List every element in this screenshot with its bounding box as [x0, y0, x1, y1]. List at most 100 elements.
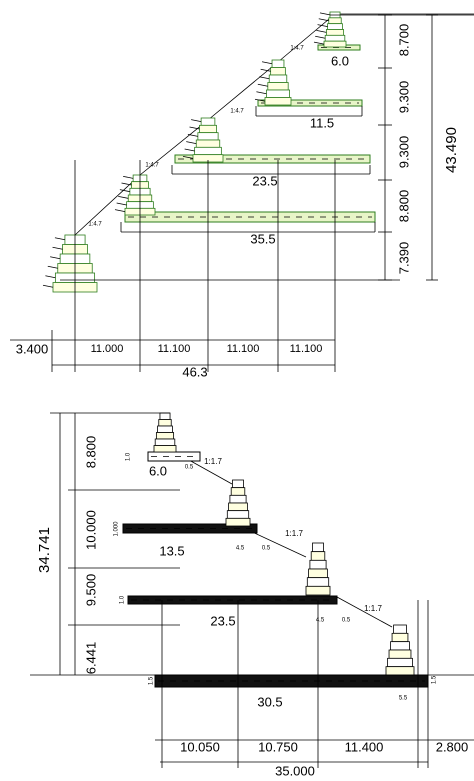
anchor [114, 209, 126, 213]
width-dim: 11.400 [345, 739, 384, 754]
wall-block [229, 494, 247, 504]
wall-block [309, 559, 327, 570]
small-label: 1.0 [120, 595, 126, 604]
width-dim: 3.400 [16, 341, 49, 356]
wall-block [264, 97, 292, 106]
anchor [119, 189, 130, 193]
total-height: 43.490 [443, 127, 460, 173]
anchor [118, 195, 129, 199]
wall-block [228, 502, 248, 512]
wall-block [197, 132, 219, 141]
wall-block [271, 59, 285, 68]
wall-block [328, 17, 342, 25]
slope-line [336, 596, 393, 628]
slope-label: 1:1.7 [364, 604, 382, 613]
small-label: 1.000 [114, 521, 120, 537]
anchor [191, 119, 202, 123]
platform-width: 11.5 [310, 115, 334, 130]
anchor [186, 141, 197, 145]
height-dim: 6.441 [83, 642, 98, 675]
platform-width: 30.5 [257, 694, 282, 709]
wall-block [390, 641, 410, 651]
wall-block [308, 568, 328, 579]
total-width: 35.000 [275, 763, 315, 778]
height-dim: 9.500 [83, 574, 98, 607]
height-dim: 7.390 [396, 242, 411, 275]
anchor [317, 24, 328, 27]
platform-width: 13.5 [159, 543, 184, 558]
anchor [189, 126, 200, 130]
wall-block [194, 146, 222, 156]
slope-line [74, 13, 474, 236]
wall-block [199, 124, 217, 134]
small-label: 4.5 [316, 618, 325, 624]
wall-block [157, 425, 173, 433]
height-dim: 10.000 [83, 510, 98, 550]
slope-line [249, 530, 307, 558]
small-label: 4.5 [236, 546, 245, 552]
anchor [45, 275, 56, 279]
anchor [187, 133, 198, 137]
height-dim: 8.800 [83, 436, 98, 469]
anchor [256, 91, 267, 95]
anchor [259, 76, 270, 80]
wall-block [391, 632, 409, 643]
wall-block [158, 419, 172, 427]
width-dim: 11.100 [158, 343, 191, 355]
height-dim: 9.300 [396, 81, 411, 114]
wall-block [155, 432, 175, 440]
platform-width: 6.0 [331, 53, 349, 68]
small-label: 0.5 [185, 465, 194, 471]
width-dim: 11.100 [290, 343, 323, 355]
anchor [116, 202, 127, 206]
small-label: 0.5 [342, 618, 351, 624]
shapes [10, 11, 474, 768]
anchor [184, 148, 195, 152]
wall-block [230, 487, 246, 496]
anchor [316, 30, 327, 33]
total-width: 46.3 [182, 364, 207, 379]
wall-block [393, 624, 407, 634]
anchor [313, 41, 325, 45]
wall-block [325, 29, 345, 36]
platform [174, 154, 371, 164]
anchor [318, 18, 329, 22]
slope-label: 1:4.7 [290, 46, 304, 52]
anchor [257, 83, 268, 87]
wall-block [232, 479, 244, 489]
wall-block [200, 117, 216, 126]
slope-label: 1:4.7 [88, 222, 102, 228]
anchor [42, 284, 54, 288]
anchor [54, 237, 65, 241]
platform-width: 35.5 [250, 231, 275, 246]
wall-block [153, 445, 177, 453]
width-dim: 10.750 [258, 739, 298, 754]
wall-block [305, 585, 331, 596]
width-dim: 2.800 [436, 739, 469, 754]
anchor [315, 35, 326, 39]
wall-block [226, 510, 250, 519]
wall-block [310, 551, 326, 561]
anchor [319, 12, 331, 16]
wall-block [312, 542, 324, 553]
slope-label: 1:1.7 [285, 529, 303, 538]
anchor [50, 256, 61, 260]
wall-block [154, 438, 176, 446]
platform-width: 6.0 [149, 463, 167, 478]
wall-block [327, 23, 343, 30]
total-height: 34.741 [36, 527, 53, 573]
small-label: 1.5 [149, 676, 155, 685]
anchor [254, 98, 266, 102]
wall-block [323, 40, 347, 48]
wall-block [324, 34, 346, 42]
slope-label: 1:4.7 [230, 109, 244, 115]
platform-width: 23.5 [252, 173, 277, 188]
anchor [47, 265, 58, 269]
wall-block [268, 74, 288, 83]
wall-block [225, 517, 251, 527]
anchor [260, 68, 271, 72]
small-label: 0.5 [262, 546, 271, 552]
height-dim: 8.800 [396, 190, 411, 223]
anchor [261, 61, 273, 65]
